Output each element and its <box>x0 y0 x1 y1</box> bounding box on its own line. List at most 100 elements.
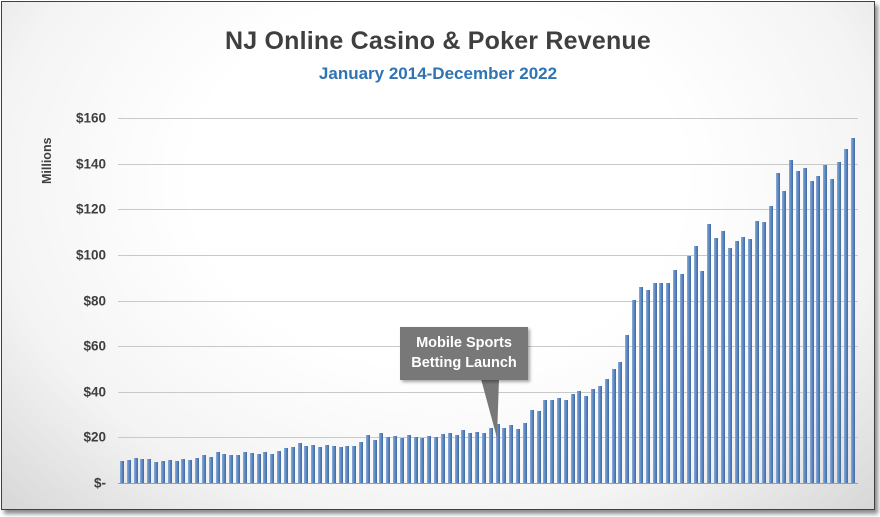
bar <box>570 394 575 483</box>
bar <box>495 424 500 483</box>
bar <box>652 283 657 483</box>
gridline <box>118 301 858 302</box>
chart-title: NJ Online Casino & Poker Revenue <box>225 27 651 55</box>
bar <box>645 290 650 483</box>
bar <box>126 460 131 483</box>
bar <box>270 454 275 483</box>
bar <box>611 369 616 483</box>
bar <box>734 241 739 483</box>
gridline <box>118 118 858 119</box>
bar <box>413 437 418 483</box>
bar <box>577 391 582 483</box>
bar <box>536 411 541 483</box>
bar <box>686 256 691 483</box>
bar <box>795 171 800 483</box>
y-axis-tick-labels: $- $20 $40 $60 $80 $100 $120 $140 $160 <box>2 111 106 491</box>
bar <box>543 400 548 483</box>
bar <box>133 458 138 483</box>
bar <box>263 452 268 483</box>
gridline <box>118 255 858 256</box>
bar <box>488 428 493 483</box>
y-tick-label: $120 <box>75 201 106 217</box>
bar <box>386 437 391 483</box>
bar <box>147 459 152 483</box>
y-tick-label: $100 <box>75 247 106 263</box>
bar <box>761 222 766 483</box>
bar <box>181 459 186 483</box>
bar <box>529 410 534 483</box>
bar <box>277 451 282 483</box>
annotation-callout: Mobile Sports Betting Launch <box>400 327 528 381</box>
bar <box>755 221 760 483</box>
y-tick-label: $140 <box>75 156 106 172</box>
bar <box>352 446 357 483</box>
bar <box>290 447 295 483</box>
bar <box>789 160 794 483</box>
bar <box>679 274 684 483</box>
bar <box>297 443 302 483</box>
chart-subtitle: January 2014-December 2022 <box>318 64 558 83</box>
bar <box>420 438 425 483</box>
bar <box>201 455 206 483</box>
bar <box>427 436 432 483</box>
bar <box>311 445 316 483</box>
bar <box>584 396 589 483</box>
y-tick-label: $80 <box>83 293 106 309</box>
bar <box>236 455 241 483</box>
bar <box>604 379 609 483</box>
bar <box>256 454 261 483</box>
x-axis-line <box>118 483 858 484</box>
bar <box>120 461 124 483</box>
bar <box>700 271 705 483</box>
gridline <box>118 164 858 165</box>
bar <box>461 430 466 483</box>
bar <box>468 433 473 483</box>
bar <box>823 165 828 483</box>
bar <box>618 362 623 483</box>
bar <box>502 428 507 483</box>
bar <box>399 438 404 483</box>
bar <box>434 437 439 483</box>
bar <box>195 458 200 483</box>
bar <box>816 176 821 483</box>
bar <box>324 445 329 483</box>
bar <box>707 224 712 483</box>
annotation-line2: Betting Launch <box>411 354 517 371</box>
annotation-line1: Mobile Sports <box>416 335 512 351</box>
bar <box>768 206 773 483</box>
bar <box>249 453 254 483</box>
bar <box>666 283 671 483</box>
bar <box>563 400 568 483</box>
bar <box>714 238 719 483</box>
bar <box>140 459 145 483</box>
bar <box>338 447 343 483</box>
bar <box>481 433 486 483</box>
bar <box>167 460 172 483</box>
bar <box>454 435 459 483</box>
bar <box>440 434 445 483</box>
bar <box>557 398 561 483</box>
bar <box>727 248 732 483</box>
bar <box>748 239 753 483</box>
bar <box>372 440 377 483</box>
bar <box>215 452 220 483</box>
bar <box>591 389 596 483</box>
bar <box>393 436 398 483</box>
bar <box>229 455 234 483</box>
bar <box>550 400 555 483</box>
bar-series <box>120 118 856 483</box>
bar <box>522 423 527 483</box>
y-tick-label: $160 <box>75 110 106 126</box>
y-tick-label: $40 <box>83 384 106 400</box>
bar <box>625 335 630 483</box>
bar <box>720 231 725 483</box>
bar <box>830 179 835 483</box>
bar <box>242 452 247 483</box>
gridline <box>118 209 858 210</box>
bar <box>160 461 165 483</box>
bar <box>843 149 848 483</box>
bar <box>775 173 780 483</box>
bar <box>659 283 664 483</box>
bar <box>331 446 336 483</box>
bar <box>802 168 807 483</box>
